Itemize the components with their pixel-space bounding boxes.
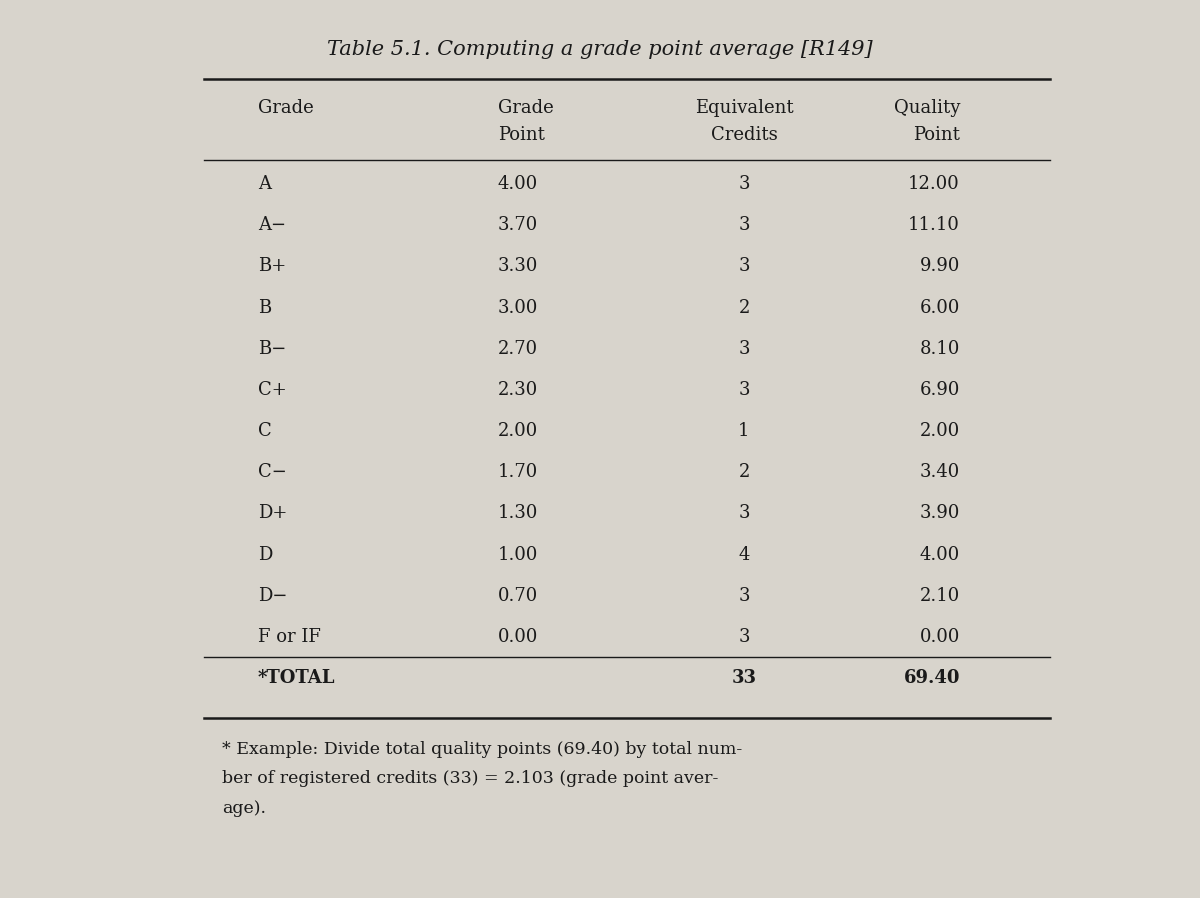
Text: 2: 2 [738,298,750,317]
Text: 69.40: 69.40 [904,669,960,687]
Text: * Example: Divide total quality points (69.40) by total num-: * Example: Divide total quality points (… [222,741,743,758]
Text: 4.00: 4.00 [919,545,960,564]
Text: Grade: Grade [258,99,313,117]
Text: 3: 3 [738,216,750,234]
Text: 4: 4 [738,545,750,564]
Text: B: B [258,298,271,317]
Text: Equivalent: Equivalent [695,99,793,117]
Text: Point: Point [913,126,960,144]
Text: A: A [258,175,271,193]
Text: 3.30: 3.30 [498,258,539,276]
Text: 2.10: 2.10 [919,586,960,604]
Text: 1.70: 1.70 [498,463,539,481]
Text: ber of registered credits (33) = 2.103 (grade point aver-: ber of registered credits (33) = 2.103 (… [222,770,719,788]
Text: 3: 3 [738,628,750,646]
Text: D−: D− [258,586,288,604]
Text: A−: A− [258,216,286,234]
Text: 3.90: 3.90 [919,505,960,523]
Text: 2: 2 [738,463,750,481]
Text: B−: B− [258,339,287,357]
Text: 2.30: 2.30 [498,381,539,399]
Text: 3: 3 [738,586,750,604]
Text: 3.40: 3.40 [919,463,960,481]
Text: 12.00: 12.00 [908,175,960,193]
Text: Table 5.1. Computing a grade point average [R149]: Table 5.1. Computing a grade point avera… [328,40,872,59]
Text: 9.90: 9.90 [919,258,960,276]
Text: F or IF: F or IF [258,628,320,646]
Text: 1: 1 [738,422,750,440]
Text: 0.00: 0.00 [498,628,539,646]
Text: 3: 3 [738,505,750,523]
Text: 6.00: 6.00 [919,298,960,317]
Text: 1.00: 1.00 [498,545,539,564]
Text: 33: 33 [732,669,756,687]
Text: 3: 3 [738,381,750,399]
Text: Credits: Credits [710,126,778,144]
Text: age).: age). [222,800,266,817]
Text: C−: C− [258,463,287,481]
Text: 2.00: 2.00 [919,422,960,440]
Text: D+: D+ [258,505,287,523]
Text: 0.70: 0.70 [498,586,539,604]
Text: 0.00: 0.00 [919,628,960,646]
Text: Point: Point [498,126,545,144]
Text: *TOTAL: *TOTAL [258,669,336,687]
Text: Grade: Grade [498,99,553,117]
Text: 4.00: 4.00 [498,175,539,193]
Text: C+: C+ [258,381,287,399]
Text: 1.30: 1.30 [498,505,539,523]
Text: C: C [258,422,271,440]
Text: Quality: Quality [894,99,960,117]
Text: 2.70: 2.70 [498,339,538,357]
Text: 11.10: 11.10 [908,216,960,234]
Text: 3.00: 3.00 [498,298,539,317]
Text: D: D [258,545,272,564]
Text: 3.70: 3.70 [498,216,539,234]
Text: 3: 3 [738,175,750,193]
Text: 2.00: 2.00 [498,422,539,440]
Text: B+: B+ [258,258,287,276]
Text: 3: 3 [738,258,750,276]
Text: 8.10: 8.10 [919,339,960,357]
Text: 6.90: 6.90 [919,381,960,399]
Text: 3: 3 [738,339,750,357]
